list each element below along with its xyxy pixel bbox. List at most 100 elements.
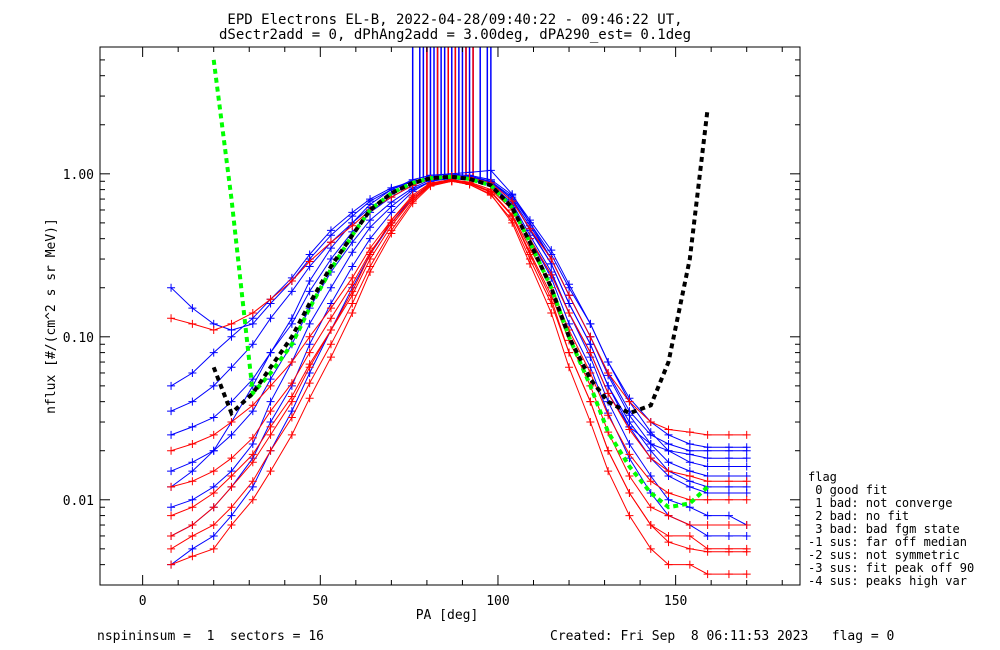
series-9-point-26 [685, 531, 694, 540]
series-15-point-5 [266, 446, 275, 455]
series-1-point-1 [188, 368, 197, 377]
series-14-point-17 [508, 197, 517, 206]
series-line-3 [170, 176, 747, 537]
series-14-point-3 [227, 319, 236, 328]
series-2-point-26 [685, 446, 694, 455]
series-12-point-20 [565, 308, 574, 317]
x-tick-label-0: 0 [139, 594, 147, 609]
series-15-point-26 [685, 544, 694, 553]
series-7-point-28 [724, 531, 733, 540]
series-2-point-16 [486, 166, 495, 175]
series-12-point-4 [248, 401, 257, 410]
chart-subtitle: dSectr2add = 0, dPhAng2add = 3.00deg, dP… [219, 27, 691, 43]
series-9-point-3 [227, 482, 236, 491]
series-14-point-0 [167, 314, 176, 323]
series-14-point-26 [685, 428, 694, 437]
series-6-point-28 [724, 443, 733, 452]
series-13-point-29 [742, 521, 751, 530]
series-12-point-6 [287, 358, 296, 367]
series-3-point-7 [305, 340, 314, 349]
series-13-point-3 [227, 471, 236, 480]
series-1-point-27 [703, 454, 712, 463]
series-6-point-5 [266, 314, 275, 323]
series-14-point-25 [664, 425, 673, 434]
series-5-point-0 [167, 503, 176, 512]
series-2-point-1 [188, 304, 197, 313]
series-5-point-24 [646, 446, 655, 455]
series-11-point-3 [227, 521, 236, 530]
series-1-point-29 [742, 454, 751, 463]
series-12-point-1 [188, 439, 197, 448]
series-line-2 [170, 169, 747, 452]
series-11-point-23 [625, 511, 634, 520]
series-11-point-24 [646, 544, 655, 553]
series-11-point-28 [724, 570, 733, 579]
series-5-point-1 [188, 495, 197, 504]
legend-item-1: 1 bad: not converge [808, 496, 953, 510]
series-5-point-10 [366, 223, 375, 232]
series-15-point-11 [387, 226, 396, 235]
series-13-point-28 [724, 521, 733, 530]
series-11-point-5 [266, 467, 275, 476]
series-9-point-0 [167, 531, 176, 540]
series-2-point-0 [167, 283, 176, 292]
series-15-point-4 [248, 477, 257, 486]
series-12-point-24 [646, 454, 655, 463]
series-10-point-25 [664, 489, 673, 498]
series-5-point-20 [565, 299, 574, 308]
series-3-point-9 [348, 262, 357, 271]
series-2-point-9 [348, 212, 357, 221]
y-axis-label: nflux [#/(cm^2 s sr MeV)] [44, 218, 59, 414]
series-11-point-0 [167, 560, 176, 569]
series-10-point-2 [209, 467, 218, 476]
series-6-point-22 [604, 358, 613, 367]
series-12-point-26 [685, 471, 694, 480]
series-12-point-28 [724, 477, 733, 486]
series-6-point-27 [703, 443, 712, 452]
series-6-point-29 [742, 443, 751, 452]
series-14-point-18 [525, 224, 534, 233]
series-7-point-29 [742, 531, 751, 540]
series-15-point-25 [664, 538, 673, 547]
series-11-point-4 [248, 495, 257, 504]
series-12-point-0 [167, 446, 176, 455]
series-15-point-29 [742, 547, 751, 556]
series-1-point-28 [724, 454, 733, 463]
series-13-point-23 [625, 471, 634, 480]
series-13-point-1 [188, 503, 197, 512]
series-0-point-1 [188, 467, 197, 476]
series-0-point-7 [305, 276, 314, 285]
series-15-point-23 [625, 489, 634, 498]
series-10-point-1 [188, 477, 197, 486]
y-axis: 0.01 0.10 1.00 [63, 46, 800, 586]
series-15-point-27 [703, 547, 712, 556]
series-2-point-8 [326, 231, 335, 240]
series-9-point-5 [266, 430, 275, 439]
series-10-point-29 [742, 495, 751, 504]
chart-title: EPD Electrons EL-B, 2022-04-28/09:40:22 … [227, 12, 682, 28]
series-3-point-28 [724, 511, 733, 520]
y-tick-label-1: 0.10 [63, 331, 94, 346]
series-12-point-29 [742, 477, 751, 486]
series-line-1 [170, 176, 747, 459]
series-6-point-0 [167, 407, 176, 416]
series-line-17 [211, 108, 710, 417]
series-line-4 [170, 175, 747, 467]
series-12-point-7 [305, 332, 314, 341]
series-6-point-3 [227, 363, 236, 372]
series-7-point-27 [703, 531, 712, 540]
series-15-point-2 [209, 521, 218, 530]
series-10-point-24 [646, 477, 655, 486]
series-14-point-27 [703, 430, 712, 439]
series-12-point-8 [326, 304, 335, 313]
series-15-point-28 [724, 547, 733, 556]
footer-right: Created: Fri Sep 8 06:11:53 2023 flag = … [550, 629, 894, 644]
y-tick-label-0: 0.01 [63, 494, 94, 509]
x-tick-label-2: 100 [486, 594, 509, 609]
series-7-point-2 [209, 531, 218, 540]
series-15-point-10 [366, 262, 375, 271]
series-3-point-10 [366, 234, 375, 243]
series-4-point-6 [287, 319, 296, 328]
series-7-point-3 [227, 511, 236, 520]
series-8-point-0 [167, 467, 176, 476]
